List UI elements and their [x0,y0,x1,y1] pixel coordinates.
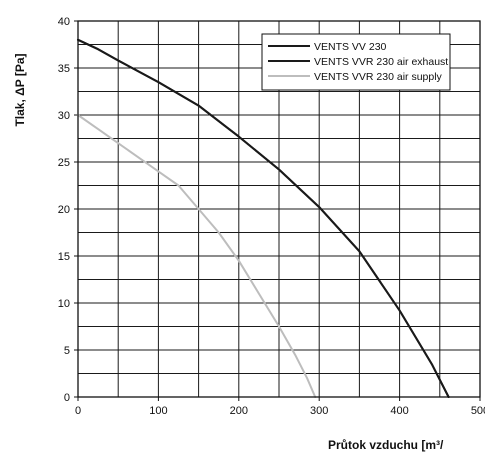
series-line-3 [77,114,317,398]
legend-label-1: VENTS VV 230 [314,41,387,53]
plot-frame [77,20,481,398]
y-tick-label: 10 [58,298,70,310]
series-line-1 [77,38,450,398]
legend-label-3: VENTS VVR 230 air supply [314,71,443,83]
y-axis-title: Tlak, ΔP [Pa] [13,53,27,126]
y-tick-label: 35 [58,63,70,75]
x-axis-title: Průtok vzduchu [m³/ [328,438,444,452]
y-tick-label: 30 [58,110,70,122]
x-tick-label: 500 [471,405,485,417]
x-tick-label: 100 [149,405,167,417]
legend-label-2: VENTS VVR 230 air exhaust [314,56,448,68]
y-tick-label: 0 [64,392,70,404]
y-tick-label: 20 [58,204,70,216]
tick-labels: 0 100 200 300 400 500 0 5 10 15 20 25 30 35 40 [58,16,485,417]
y-tick-label: 25 [58,157,70,169]
legend: VENTS VV 230 VENTS VVR 230 air exhaust VEN… [261,33,451,91]
y-tick-label: 40 [58,16,70,28]
x-tick-label: 300 [310,405,328,417]
y-tick-label: 5 [64,345,70,357]
series-lines [77,38,450,398]
x-tick-label: 200 [230,405,248,417]
x-tick-label: 400 [390,405,408,417]
x-tick-label: 0 [75,405,81,417]
y-tick-label: 15 [58,251,70,263]
